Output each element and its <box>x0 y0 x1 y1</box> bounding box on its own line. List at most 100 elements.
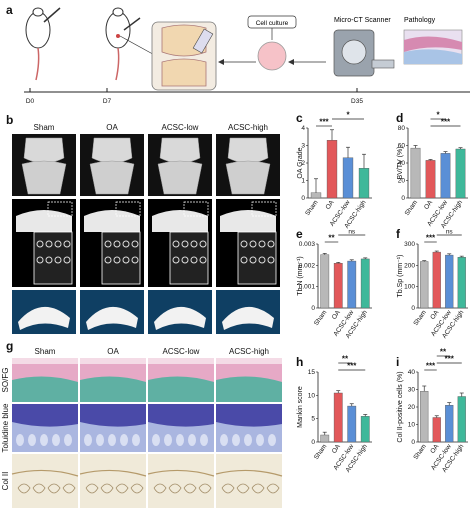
x-tick-label: OA <box>325 199 337 211</box>
bar <box>320 434 330 443</box>
y-tick-label: 1 <box>301 178 305 185</box>
microct-section-image <box>216 199 280 287</box>
toluidine-blue-stain-image <box>80 404 146 452</box>
significance-label: * <box>436 111 440 120</box>
significance-label: ** <box>440 348 447 357</box>
significance-label: *** <box>347 362 357 371</box>
panel-g: g Sham OA ACSC-low ACSC-high SO/FG Toluidine … <box>1 339 283 508</box>
y-tick-label: 20 <box>398 178 406 185</box>
bar <box>432 251 441 309</box>
toluidine-blue-stain-image <box>148 404 214 452</box>
bar <box>360 258 370 309</box>
bar <box>333 392 343 443</box>
y-axis-label: Tb.Sp (mm⁻¹) <box>397 255 404 298</box>
bar <box>342 157 354 199</box>
panel-b-header: OA <box>106 123 118 132</box>
microct-section-image <box>148 199 212 287</box>
mouse-icon <box>25 7 61 81</box>
y-axis-label: Tb.N (mm⁻¹) <box>297 256 304 295</box>
trabecular-bone-image <box>148 290 212 334</box>
y-tick-label: 5 <box>311 416 315 423</box>
y-tick-label: 0.003 <box>299 241 316 248</box>
y-tick-label: 2 <box>301 160 305 167</box>
cell-culture-dish-icon: Cell culture <box>247 15 297 71</box>
trabecular-bone-image <box>12 290 76 334</box>
mouse-injection-icon <box>105 7 161 81</box>
y-axis-label: BV/TV (%) <box>397 146 404 179</box>
y-tick-label: 300 <box>404 241 415 248</box>
microct-3d-knee-image <box>80 134 144 196</box>
panel-g-header: ACSC-high <box>229 347 269 356</box>
pathology-label: Pathology <box>404 17 436 24</box>
bar <box>347 405 357 443</box>
bar <box>420 391 429 443</box>
y-axis-label: OA Grade <box>297 147 304 178</box>
timeline-d0: D0 <box>26 98 35 105</box>
toluidine-blue-stain-image <box>12 404 78 452</box>
bar <box>358 168 370 199</box>
bar <box>425 160 436 199</box>
microct-label: Micro-CT Scanner <box>334 17 391 24</box>
panel-g-header: ACSC-low <box>163 347 200 356</box>
bar <box>455 148 466 199</box>
x-tick-label: Sham <box>313 309 328 327</box>
y-tick-label: 0 <box>311 439 315 446</box>
col-ii-stain-image <box>11 454 79 508</box>
x-tick-label: OA <box>423 199 435 211</box>
sofg-stain-image <box>80 358 146 402</box>
microct-section-image <box>12 199 76 287</box>
panel-label-h: h <box>296 355 303 369</box>
bar <box>432 417 441 443</box>
timeline-d35: D35 <box>351 98 363 105</box>
y-tick-label: 100 <box>404 284 415 291</box>
significance-label: * <box>346 111 350 120</box>
significance-label: ns <box>348 229 356 236</box>
bar <box>445 254 454 309</box>
y-tick-label: 0 <box>411 305 415 312</box>
bar <box>333 263 343 309</box>
sofg-stain-image <box>216 358 282 402</box>
microct-3d-knee-image <box>148 134 212 196</box>
bar <box>420 261 429 309</box>
stain-label: SO/FG <box>1 368 10 393</box>
microct-section-image <box>80 199 144 287</box>
significance-label: *** <box>445 355 455 364</box>
panel-g-header: OA <box>107 347 119 356</box>
y-tick-label: 0.002 <box>299 262 316 269</box>
panel-label-i: i <box>396 355 399 369</box>
bar <box>410 147 421 199</box>
panel-label-g: g <box>6 339 13 353</box>
bar <box>347 260 357 309</box>
bar <box>310 192 322 199</box>
stain-label: Col II <box>1 472 10 491</box>
bar <box>445 405 454 443</box>
x-tick-label: OA <box>331 443 343 455</box>
arrow-head <box>288 59 294 65</box>
panel-g-header: Sham <box>35 347 56 356</box>
panel-label-b: b <box>6 113 13 127</box>
y-tick-label: 40 <box>398 160 406 167</box>
arrow-head <box>218 59 224 65</box>
col-ii-stain-image <box>147 454 215 508</box>
microct-scanner-icon <box>333 29 395 77</box>
y-tick-label: 40 <box>408 369 416 376</box>
y-tick-label: 4 <box>301 125 305 132</box>
sofg-stain-image <box>148 358 214 402</box>
significance-label: *** <box>441 118 451 127</box>
significance-label: *** <box>319 118 329 127</box>
y-tick-label: 0 <box>301 195 305 202</box>
y-tick-label: 3 <box>301 143 305 150</box>
significance-label: *** <box>426 234 436 243</box>
y-axis-label: Mankin score <box>297 386 304 428</box>
pathology-slide-image <box>403 29 463 65</box>
y-tick-label: 0.001 <box>299 284 316 291</box>
trabecular-bone-image <box>80 290 144 334</box>
col-ii-stain-image <box>215 454 283 508</box>
x-tick-label: Sham <box>313 443 328 461</box>
stain-label: Toluidine blue <box>1 403 10 452</box>
